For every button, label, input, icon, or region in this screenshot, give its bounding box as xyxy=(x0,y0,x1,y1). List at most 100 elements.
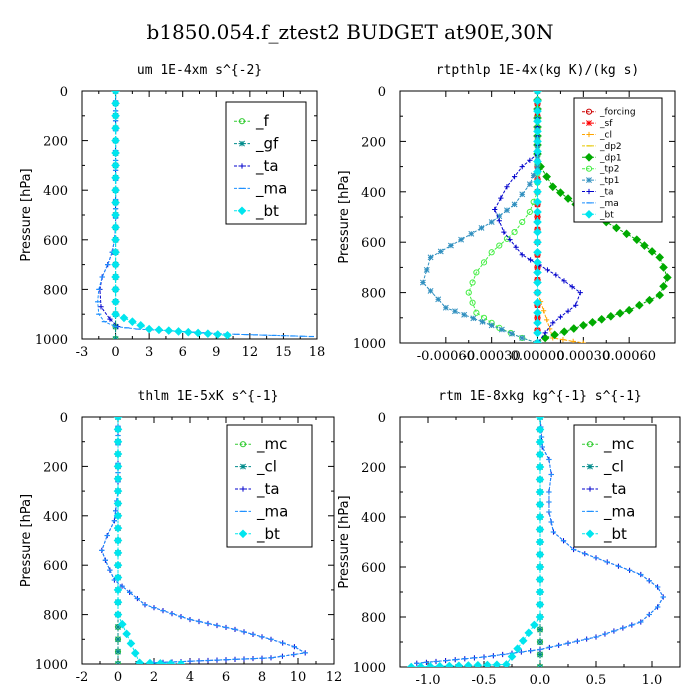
legend-entry-label: _ta xyxy=(603,480,627,499)
data-point xyxy=(533,187,542,197)
y-axis-label: Pressure [hPa] xyxy=(337,170,352,263)
data-point xyxy=(464,661,473,667)
data-point xyxy=(111,136,120,145)
legend-entry-label: _ta xyxy=(599,188,614,198)
data-point xyxy=(154,325,164,335)
data-point xyxy=(580,340,586,343)
legend-marker xyxy=(238,118,246,125)
data-point xyxy=(458,236,465,243)
data-point xyxy=(533,278,542,287)
series-line-bt xyxy=(115,91,228,336)
data-point xyxy=(113,417,123,422)
data-point xyxy=(111,272,120,282)
data-point xyxy=(560,337,566,343)
data-point xyxy=(533,137,542,146)
x-tick-label: 0.5 xyxy=(586,673,607,688)
data-point xyxy=(542,172,551,181)
legend-entry-label: _mc xyxy=(603,435,634,454)
y-tick-label: 800 xyxy=(43,609,68,624)
data-point xyxy=(479,318,486,325)
data-point xyxy=(524,628,534,638)
data-point xyxy=(174,327,183,336)
panel-title: rtpthlp 1E-4x(kg K)/(kg s) xyxy=(436,63,640,78)
data-point xyxy=(533,177,542,187)
x-tick-label: 12 xyxy=(326,670,343,685)
data-point xyxy=(113,449,123,459)
y-tick-label: 0 xyxy=(378,85,386,100)
data-point xyxy=(213,330,222,339)
data-point xyxy=(166,659,175,664)
data-point xyxy=(533,318,542,328)
data-point xyxy=(468,230,475,237)
data-point xyxy=(533,338,542,343)
data-point xyxy=(98,304,104,310)
page-title: b1850.054.f_ztest2 BUDGET at90E,30N xyxy=(146,20,554,44)
y-tick-label: 1000 xyxy=(35,333,68,348)
data-point xyxy=(535,450,545,459)
legend-marker xyxy=(585,165,593,172)
x-tick-label: 6 xyxy=(179,345,187,360)
y-axis-label: Pressure [hPa] xyxy=(19,494,34,587)
legend-entry-label: _f xyxy=(255,112,270,131)
data-point xyxy=(535,425,545,434)
legend-entry-label: _cl xyxy=(599,131,612,141)
data-point xyxy=(111,91,120,96)
data-point xyxy=(473,309,480,316)
legend-entry-label: _ma xyxy=(603,502,635,521)
data-point xyxy=(615,308,625,318)
chart-panel-1: um 1E-4xm s^{-2} Pressure [hPa] -3 0 3 6 9 12 15… xyxy=(19,63,325,360)
x-tick-label: -3 xyxy=(76,345,89,360)
data-point xyxy=(473,269,480,276)
data-point xyxy=(113,425,123,434)
x-tick-label: 0 xyxy=(114,670,122,685)
data-point xyxy=(533,288,542,297)
y-tick-label: 0 xyxy=(60,85,68,100)
data-point xyxy=(427,287,434,294)
data-point xyxy=(535,550,545,559)
x-tick-label: 0.00030 xyxy=(556,349,610,364)
data-point xyxy=(579,321,588,330)
legend-entry-label: _ma xyxy=(599,199,619,209)
data-point xyxy=(559,327,569,336)
x-tick-label: 4 xyxy=(186,670,194,685)
legend-box xyxy=(226,424,313,548)
series-group xyxy=(95,91,315,339)
data-point xyxy=(113,536,123,545)
panel-title: um 1E-4xm s^{-2} xyxy=(137,63,262,78)
y-tick-label: 200 xyxy=(43,135,68,150)
data-point xyxy=(115,648,121,655)
x-tick-label: 9 xyxy=(212,345,220,360)
data-point xyxy=(533,247,542,257)
x-tick-label: 8 xyxy=(258,670,266,685)
data-point xyxy=(519,164,525,170)
y-tick-label: 1000 xyxy=(353,661,386,676)
data-point xyxy=(535,600,545,609)
data-point xyxy=(427,254,434,261)
data-point xyxy=(111,309,120,319)
data-point xyxy=(130,648,140,658)
data-point xyxy=(111,123,120,133)
data-point xyxy=(447,242,454,249)
data-point xyxy=(542,330,548,336)
data-point xyxy=(442,304,449,311)
x-tick-label: 0.0 xyxy=(530,673,551,688)
data-point xyxy=(624,305,634,315)
data-point xyxy=(535,525,545,534)
legend: _mc _cl _ta _ma _bt xyxy=(573,424,657,548)
data-point xyxy=(659,281,668,291)
legend-marker xyxy=(239,441,247,448)
data-point xyxy=(115,623,121,630)
data-point xyxy=(111,185,120,195)
data-point xyxy=(612,223,621,233)
data-point xyxy=(655,290,665,300)
data-point xyxy=(519,335,526,341)
series-line-tp1 xyxy=(422,91,538,343)
data-point xyxy=(535,500,545,509)
data-point xyxy=(511,174,518,180)
data-point xyxy=(635,300,644,310)
data-point xyxy=(553,272,559,278)
data-point xyxy=(533,227,542,237)
data-point xyxy=(118,619,127,629)
data-point xyxy=(111,297,120,307)
